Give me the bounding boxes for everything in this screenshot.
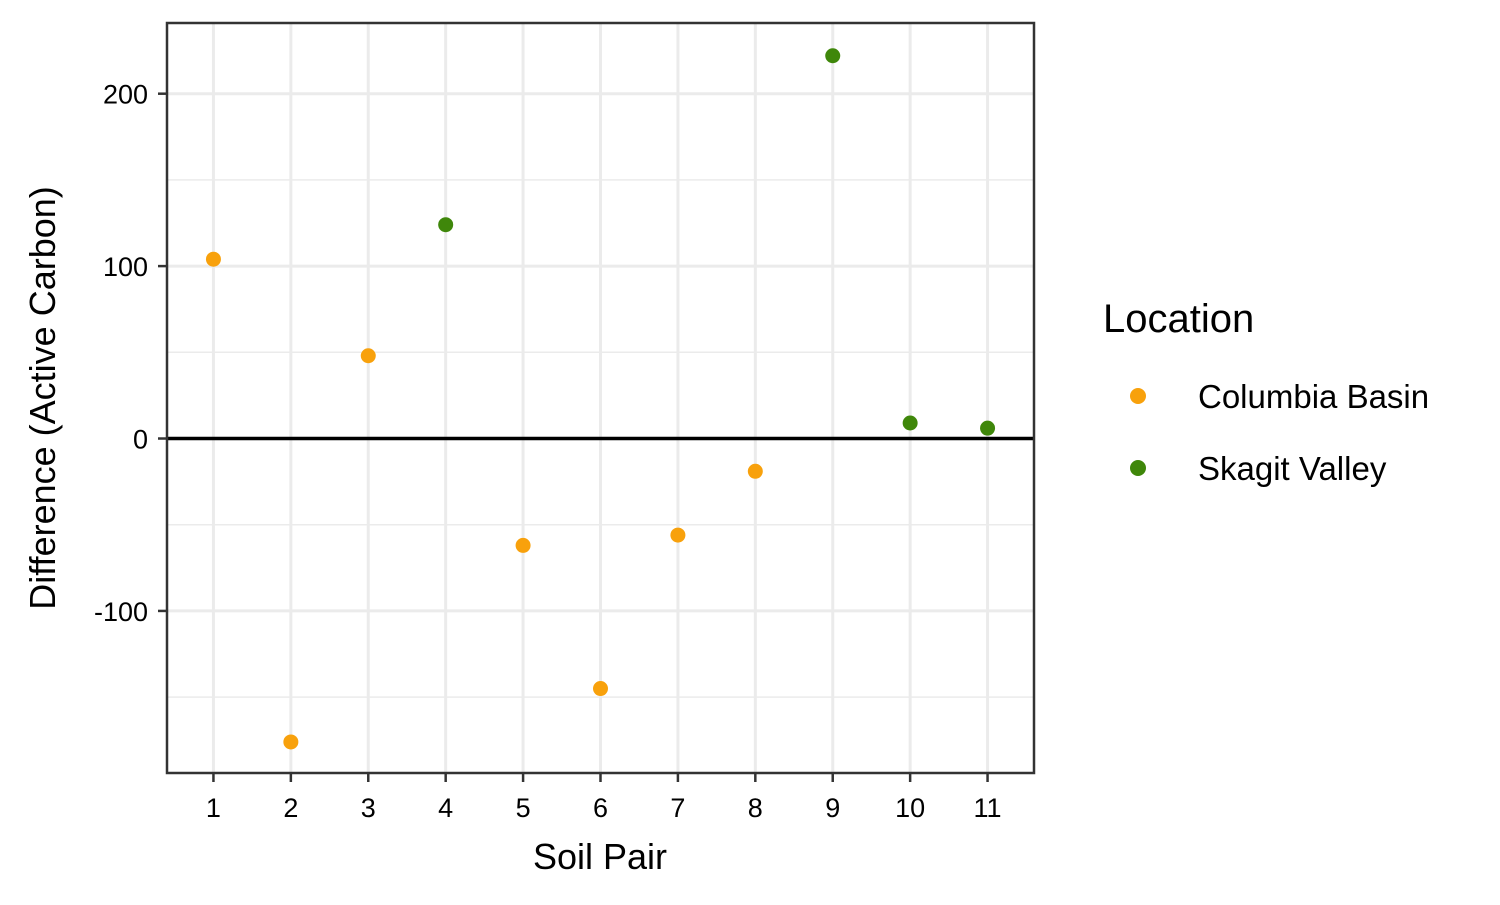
data-point xyxy=(825,48,841,64)
data-points xyxy=(205,48,996,750)
x-tick-label: 2 xyxy=(283,793,298,823)
legend-label: Columbia Basin xyxy=(1198,378,1429,415)
data-point xyxy=(747,463,763,479)
legend-swatch xyxy=(1130,388,1146,404)
legend-items: Columbia Basin Skagit Valley xyxy=(1130,378,1429,487)
x-tick-label: 9 xyxy=(825,793,840,823)
x-tick-label: 6 xyxy=(593,793,608,823)
x-tick-label: 5 xyxy=(516,793,531,823)
legend-label: Skagit Valley xyxy=(1198,450,1387,487)
axes: 1 2 3 4 5 6 7 8 9 10 11 -100 0 100 200 xyxy=(94,80,1002,823)
legend-swatch xyxy=(1130,460,1146,476)
x-tick-label: 7 xyxy=(670,793,685,823)
y-tick-label: 0 xyxy=(133,425,148,455)
data-point xyxy=(283,734,299,750)
data-point xyxy=(205,251,221,267)
y-tick-label: -100 xyxy=(94,597,148,627)
y-tick-label: 100 xyxy=(103,252,148,282)
x-tick-label: 3 xyxy=(361,793,376,823)
x-axis-title: Soil Pair xyxy=(533,836,667,877)
data-point xyxy=(670,527,686,543)
x-tick-label: 8 xyxy=(748,793,763,823)
x-tick-label: 10 xyxy=(895,793,925,823)
data-point xyxy=(902,415,918,431)
data-point xyxy=(593,681,608,697)
data-point xyxy=(438,217,454,233)
y-axis-title: Difference (Active Carbon) xyxy=(22,186,63,610)
legend: Location Columbia Basin Skagit Valley xyxy=(1103,297,1429,487)
y-tick-label: 200 xyxy=(103,80,148,110)
data-point xyxy=(515,537,531,553)
data-point xyxy=(980,420,996,436)
x-tick-label: 4 xyxy=(438,793,453,823)
grid-lines xyxy=(167,23,1034,773)
data-point xyxy=(360,348,376,364)
x-tick-label: 11 xyxy=(974,793,1002,823)
x-tick-label: 1 xyxy=(206,793,221,823)
legend-title: Location xyxy=(1103,297,1254,341)
